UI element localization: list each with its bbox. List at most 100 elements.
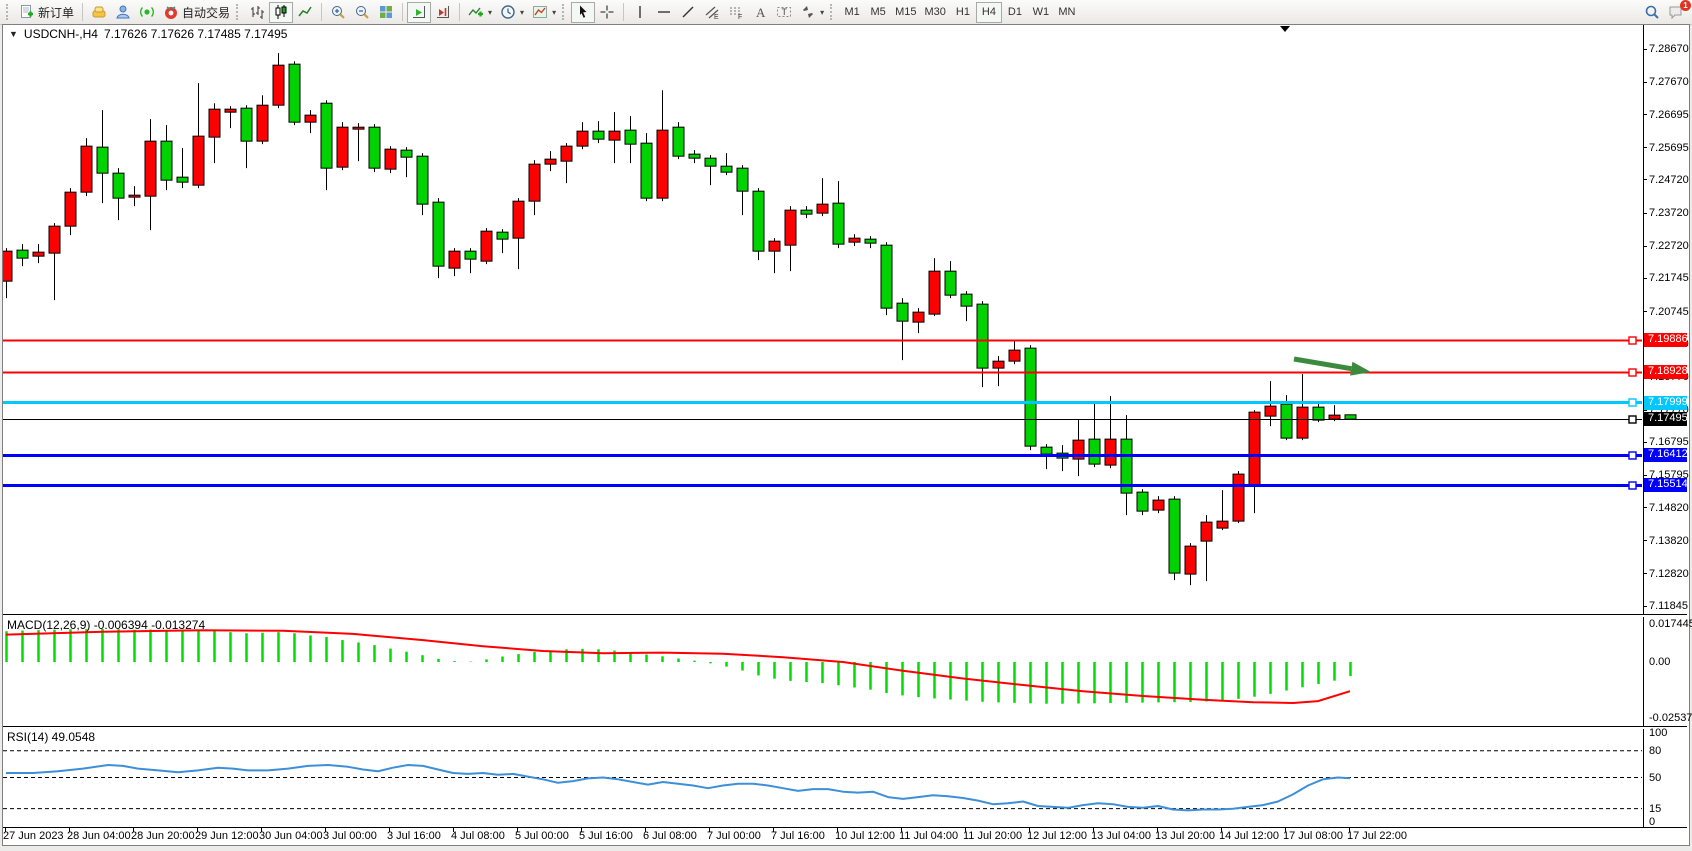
- channel-icon: E: [705, 6, 719, 20]
- price-tick-mark: [1644, 573, 1647, 575]
- crosshair-button[interactable]: [595, 2, 619, 23]
- history-center-button[interactable]: [87, 2, 111, 23]
- time-tick-label: 27 Jun 2023: [3, 830, 64, 842]
- toolbar-grip: [562, 4, 567, 20]
- fibonacci-tool-button[interactable]: F: [724, 2, 748, 23]
- template-icon: [533, 6, 548, 18]
- tile-windows-icon: [380, 6, 393, 18]
- candle: [672, 126, 685, 157]
- timeframe-m1-button[interactable]: M1: [839, 2, 865, 23]
- price-tick-mark: [1644, 507, 1647, 509]
- price-axis[interactable]: 7.28670 7.27670 7.26695 7.25695 7.24720 7.237…: [1643, 25, 1689, 614]
- price-tick-label: 7.16795: [1649, 436, 1689, 449]
- timeframe-m15-button[interactable]: M15: [891, 2, 920, 23]
- candlestick-chart-icon: [275, 5, 287, 19]
- candle: [320, 102, 333, 169]
- time-tick-label: 3 Jul 00:00: [323, 830, 377, 842]
- time-tick-mark: [1157, 828, 1158, 832]
- timeframe-mn-button[interactable]: MN: [1054, 2, 1080, 23]
- timeframe-h1-button[interactable]: H1: [950, 2, 976, 23]
- time-tick-label: 12 Jul 12:00: [1027, 830, 1087, 842]
- new-order-button[interactable]: 新订单: [15, 2, 78, 23]
- collapse-chart-icon[interactable]: ▼: [9, 29, 18, 39]
- cursor-button[interactable]: [571, 1, 596, 23]
- candle: [544, 158, 557, 165]
- zoom-in-icon: [332, 6, 345, 19]
- svg-text:E: E: [714, 14, 719, 20]
- equidistant-channel-button[interactable]: E: [700, 2, 724, 23]
- candle: [112, 172, 125, 199]
- timeframe-h4-button[interactable]: H4: [975, 1, 1002, 23]
- rsi-pane[interactable]: RSI(14) 49.0548 100 80 50 15 0: [3, 727, 1687, 828]
- chart-shift-marker: [1280, 26, 1290, 32]
- rsi-axis: 100 80 50 15 0: [1643, 727, 1687, 828]
- price-line-label: 7.18928: [1644, 364, 1688, 379]
- market-watch-button[interactable]: [111, 2, 135, 23]
- signals-button[interactable]: [135, 2, 159, 23]
- toolbar-grip: [236, 4, 241, 20]
- text-tool-button[interactable]: A: [748, 2, 772, 23]
- candle: [1184, 545, 1197, 575]
- toolbar-separator: [402, 3, 404, 21]
- zoom-in-button[interactable]: [326, 2, 350, 23]
- zoom-out-button[interactable]: [350, 2, 374, 23]
- candle: [512, 200, 525, 239]
- timeframe-d1-button[interactable]: D1: [1002, 2, 1028, 23]
- candle: [1344, 414, 1357, 420]
- time-tick-mark: [965, 828, 966, 832]
- candle: [208, 108, 221, 138]
- chart-ohlc-values: 7.17626 7.17626 7.17485 7.17495: [103, 27, 288, 41]
- candle: [944, 270, 957, 296]
- indicators-button[interactable]: ▾: [464, 2, 496, 23]
- text-label-tool-button[interactable]: T: [772, 2, 796, 23]
- macd-plot: [5, 629, 1352, 705]
- time-tick-mark: [133, 828, 134, 832]
- macd-pane[interactable]: MACD(12,26,9) -0.006394 -0.013274 0.0174…: [3, 617, 1692, 726]
- chart-shift-button[interactable]: [431, 2, 455, 23]
- time-tick-mark: [1221, 828, 1222, 832]
- periods-button[interactable]: ▾: [496, 2, 528, 23]
- auto-trading-button[interactable]: 自动交易: [159, 2, 234, 23]
- horizontal-line-tool-button[interactable]: [652, 2, 676, 23]
- time-tick-mark: [69, 828, 70, 832]
- notifications-button[interactable]: 1: [1664, 0, 1691, 23]
- candle: [448, 250, 461, 269]
- time-tick-mark: [837, 828, 838, 832]
- hline-handle: [1628, 415, 1637, 424]
- price-tick-label: 7.21745: [1649, 272, 1689, 285]
- time-axis[interactable]: 27 Jun 2023 28 Jun 04:00 28 Jun 20:00 29 Ju…: [3, 827, 1687, 844]
- auto-scroll-button[interactable]: [407, 1, 432, 23]
- candle: [528, 163, 541, 202]
- time-tick-label: 17 Jul 08:00: [1283, 830, 1343, 842]
- candlestick-plot[interactable]: [3, 25, 1642, 614]
- price-tick-label: 7.24720: [1649, 173, 1689, 186]
- line-chart-button[interactable]: [293, 2, 317, 23]
- vertical-line-tool-button[interactable]: [628, 2, 652, 23]
- candle: [128, 194, 141, 198]
- toolbar-grip: [6, 4, 11, 20]
- timeframe-w1-button[interactable]: W1: [1028, 2, 1054, 23]
- time-tick-label: 11 Jul 04:00: [899, 830, 959, 842]
- macd-axis-label: -0.025372: [1649, 711, 1692, 724]
- svg-text:F: F: [738, 14, 742, 20]
- candle: [1072, 439, 1085, 460]
- templates-button[interactable]: ▾: [528, 2, 560, 23]
- search-button[interactable]: [1640, 2, 1664, 23]
- candle: [912, 311, 925, 323]
- candle: [1280, 403, 1293, 439]
- arrows-tool-button[interactable]: ▾: [796, 2, 828, 23]
- time-tick-mark: [1285, 828, 1286, 832]
- trendline-tool-button[interactable]: [676, 2, 700, 23]
- bar-chart-button[interactable]: [245, 2, 269, 23]
- timeframe-m5-button[interactable]: M5: [865, 2, 891, 23]
- candle: [704, 157, 717, 167]
- time-tick-label: 11 Jul 20:00: [963, 830, 1023, 842]
- tile-windows-button[interactable]: [374, 2, 398, 23]
- time-tick-mark: [453, 828, 454, 832]
- timeframe-m30-button[interactable]: M30: [921, 2, 950, 23]
- candle: [1296, 406, 1309, 439]
- time-tick-mark: [389, 828, 390, 832]
- price-tick-label: 7.14820: [1649, 501, 1689, 514]
- price-pane[interactable]: ▼ USDCNH-,H4 7.17626 7.17626 7.17485 7.1…: [3, 25, 1689, 614]
- candlestick-chart-button[interactable]: [269, 1, 294, 23]
